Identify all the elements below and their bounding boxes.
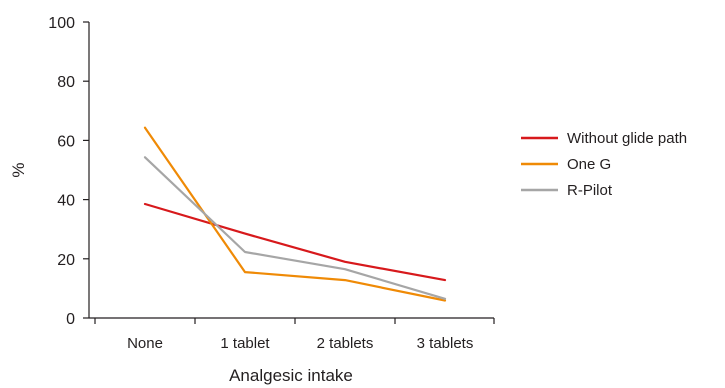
series-line-r-pilot xyxy=(143,156,447,300)
y-tick-label: 40 xyxy=(57,193,75,210)
series-lines xyxy=(143,126,447,302)
y-axis-label: % xyxy=(9,162,28,177)
legend-label-r-pilot: R-Pilot xyxy=(567,182,613,199)
x-tick-label: 3 tablets xyxy=(417,335,474,352)
legend-label-one-g: One G xyxy=(567,156,611,173)
legend: Without glide path One G R-Pilot xyxy=(521,130,687,199)
x-axis-label: Analgesic intake xyxy=(229,366,353,385)
series-line-without-glide-path xyxy=(143,202,447,282)
y-tick-label: 80 xyxy=(57,74,75,91)
y-tick-label: 100 xyxy=(48,15,75,32)
x-tick-label: 1 tablet xyxy=(220,335,270,352)
y-axis: 0 20 40 60 80 100 xyxy=(48,15,90,328)
y-tick-label: 60 xyxy=(57,133,75,150)
x-tick-label: None xyxy=(127,335,163,352)
series-line-one-g xyxy=(143,126,447,302)
legend-label-without-glide-path: Without glide path xyxy=(567,130,687,147)
y-tick-label: 20 xyxy=(57,252,75,269)
x-tick-label: 2 tablets xyxy=(317,335,374,352)
x-axis: None 1 tablet 2 tablets 3 tablets xyxy=(89,317,495,352)
y-tick-label: 0 xyxy=(66,311,75,328)
